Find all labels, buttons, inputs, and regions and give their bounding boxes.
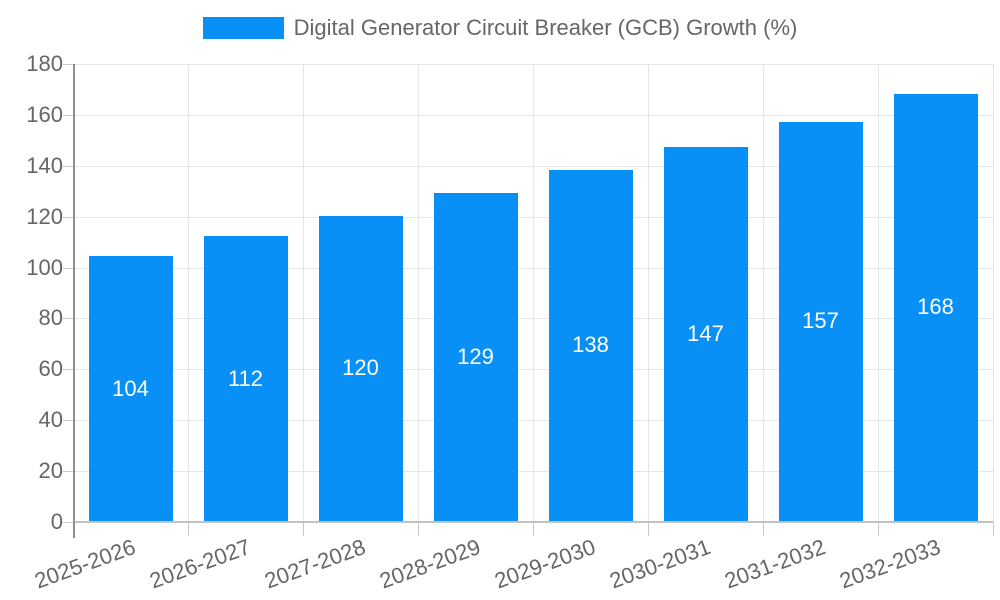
y-axis-tick-mark (63, 267, 73, 269)
y-axis-tick-mark (63, 522, 73, 523)
x-gridline (878, 64, 879, 522)
bar-2031-2032[interactable]: 157 (778, 121, 863, 521)
bar-value-label: 147 (687, 320, 724, 346)
x-gridline (188, 64, 189, 522)
bar-value-label: 157 (802, 308, 839, 334)
x-gridline (533, 64, 534, 522)
chart-legend: Digital Generator Circuit Breaker (GCB) … (0, 0, 1000, 56)
legend-item-gcb-growth[interactable]: Digital Generator Circuit Breaker (GCB) … (202, 15, 798, 41)
y-tick-label: 60 (38, 356, 63, 382)
x-tick-label: 2029-2030 (491, 534, 600, 594)
y-axis-tick-mark (63, 165, 73, 167)
y-tick-label: 40 (38, 407, 63, 433)
x-tick-label: 2031-2032 (721, 534, 830, 594)
bar-2029-2030[interactable]: 138 (548, 169, 633, 521)
x-tick-label: 2027-2028 (261, 534, 370, 594)
y-axis-tick-mark (63, 471, 73, 473)
bar-2028-2029[interactable]: 129 (433, 192, 518, 521)
x-gridline (993, 64, 994, 522)
x-axis-tick-mark (763, 522, 764, 536)
bar-value-label: 138 (572, 332, 609, 358)
y-tick-label: 100 (26, 254, 63, 280)
x-tick-label: 2025-2026 (31, 534, 140, 594)
bar-2027-2028[interactable]: 120 (318, 215, 403, 521)
bar-value-label: 120 (342, 355, 379, 381)
bar-2030-2031[interactable]: 147 (663, 146, 748, 521)
x-tick-label: 2028-2029 (376, 534, 485, 594)
y-tick-label: 140 (26, 152, 63, 178)
y-axis-tick-mark (63, 64, 73, 65)
y-tick-label: 120 (26, 203, 63, 229)
x-gridline (763, 64, 764, 522)
x-tick-label: 2032-2033 (836, 534, 945, 594)
legend-label: Digital Generator Circuit Breaker (GCB) … (293, 15, 798, 40)
y-axis-line (73, 64, 75, 538)
x-axis-tick-mark (188, 522, 189, 536)
x-axis-tick-mark (648, 522, 649, 536)
x-axis-tick-mark (303, 522, 304, 536)
bar-2032-2033[interactable]: 168 (893, 93, 978, 521)
x-axis-tick-mark (993, 522, 994, 536)
y-axis-tick-mark (63, 318, 73, 320)
plot-area: 104 112 120 129 138 147 157 168 (63, 64, 994, 538)
bar-2025-2026[interactable]: 104 (88, 256, 173, 521)
bar-value-label: 168 (917, 294, 954, 320)
y-tick-label: 80 (38, 305, 63, 331)
x-gridline (303, 64, 304, 522)
y-axis-tick-mark (63, 420, 73, 422)
y-axis-tick-mark (63, 216, 73, 218)
bar-value-label: 112 (227, 365, 264, 391)
bar-2026-2027[interactable]: 112 (203, 236, 288, 521)
y-axis-tick-mark (63, 369, 73, 371)
x-axis-tick-mark (878, 522, 879, 536)
x-gridline (418, 64, 419, 522)
bar-value-label: 129 (457, 343, 494, 369)
x-tick-label: 2026-2027 (146, 534, 255, 594)
legend-color-swatch (202, 17, 284, 39)
y-tick-label: 160 (26, 101, 63, 127)
x-tick-label: 2030-2031 (606, 534, 715, 594)
x-gridline (648, 64, 649, 522)
y-axis-tick-mark (63, 114, 73, 116)
x-axis-tick-mark (418, 522, 419, 536)
bar-value-label: 104 (112, 375, 149, 401)
x-axis-line (73, 521, 993, 523)
y-tick-label: 180 (26, 51, 63, 76)
x-axis-tick-mark (533, 522, 534, 536)
y-tick-label: 0 (50, 509, 63, 534)
y-tick-label: 20 (38, 458, 63, 484)
